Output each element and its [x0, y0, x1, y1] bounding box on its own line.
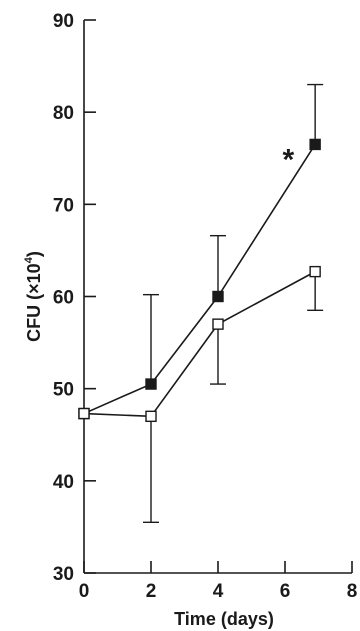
series-1-point-1 [145, 378, 157, 390]
annotations: * [283, 144, 295, 177]
series-1-line [83, 143, 316, 415]
x-tick-label-8: 8 [347, 581, 358, 602]
x-tick-label-2: 2 [146, 581, 157, 602]
series-2-point-1 [145, 410, 157, 423]
y-axis-title-tail: ) [24, 251, 44, 257]
series-2-point-2 [212, 318, 224, 330]
x-tick-label-4: 4 [213, 581, 224, 602]
y-axis-title: CFU (×104) [23, 251, 44, 342]
y-axis-title-main: CFU (×10 [24, 263, 44, 342]
x-tick-label-6: 6 [280, 581, 291, 602]
data-markers [78, 138, 321, 423]
y-tick-label-90: 90 [53, 11, 74, 32]
series-1-point-3 [309, 138, 321, 151]
y-tick-label-60: 60 [53, 288, 74, 309]
tick-marks [83, 19, 353, 574]
y-tick-label-40: 40 [53, 472, 74, 493]
series-1-point-2 [212, 290, 224, 303]
series-2-point-3 [309, 265, 321, 278]
series-2-point-0 [78, 407, 90, 420]
y-tick-label-50: 50 [53, 380, 74, 401]
y-tick-label-80: 80 [53, 103, 74, 124]
y-tick-label-70: 70 [53, 195, 74, 216]
tick-labels: 30 40 50 60 70 80 90 0 2 4 6 8 [53, 11, 357, 602]
error-bars [143, 83, 324, 524]
significance-asterisk: * [283, 144, 295, 177]
y-axis-title-exponent: 4 [23, 256, 35, 263]
x-tick-label-0: 0 [79, 581, 90, 602]
y-tick-label-30: 30 [53, 564, 74, 585]
series-lines [83, 143, 316, 418]
series-2-line [83, 270, 316, 418]
x-axis-title: Time (days) [174, 609, 274, 629]
